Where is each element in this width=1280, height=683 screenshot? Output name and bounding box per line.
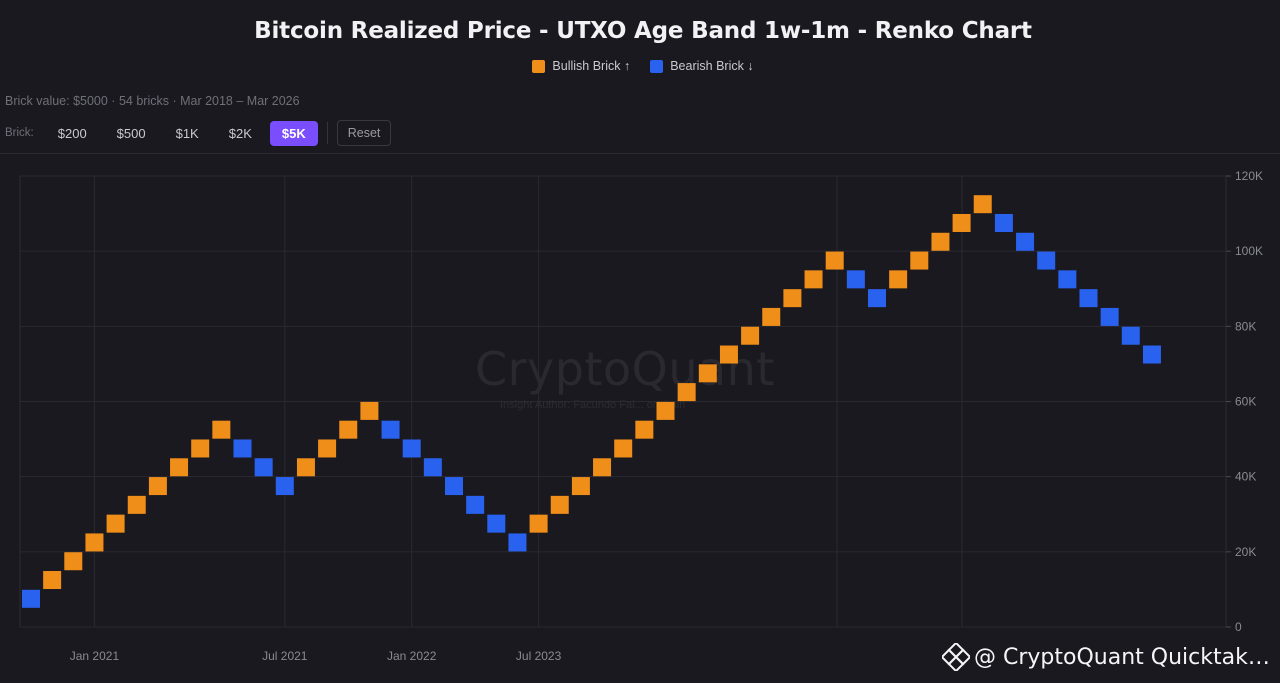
bearish-brick[interactable]: [994, 213, 1013, 232]
legend-bullish-label: Bullish Brick ↑: [552, 59, 631, 73]
chart-grid: [19, 175, 1227, 628]
bullish-brick[interactable]: [614, 439, 633, 458]
bearish-brick[interactable]: [1121, 326, 1140, 345]
x-tick-label: Jul 2023: [516, 649, 562, 663]
bearish-brick[interactable]: [423, 458, 442, 477]
bullish-brick[interactable]: [889, 270, 908, 289]
bullish-brick[interactable]: [952, 213, 971, 232]
chart-top-divider: [0, 153, 1280, 154]
brick-1k-button[interactable]: $1K: [164, 121, 211, 146]
bullish-brick[interactable]: [698, 364, 717, 383]
bearish-brick[interactable]: [466, 495, 485, 514]
bearish-brick[interactable]: [487, 514, 506, 533]
bearish-brick[interactable]: [445, 477, 463, 496]
bullish-brick[interactable]: [296, 458, 315, 477]
y-tick-label: 80K: [1235, 319, 1256, 333]
y-tick-label: 60K: [1235, 395, 1256, 409]
bullish-brick[interactable]: [191, 439, 210, 458]
bullish-brick[interactable]: [931, 232, 950, 251]
y-tick-label: 120K: [1235, 169, 1263, 183]
bullish-brick[interactable]: [64, 552, 83, 571]
bullish-brick[interactable]: [339, 420, 358, 439]
bearish-brick[interactable]: [846, 270, 865, 289]
legend-bearish[interactable]: Bearish Brick ↓: [650, 59, 754, 73]
y-axis: 0 20K 40K 60K 80K 100K 120K: [1226, 169, 1263, 634]
bullish-brick[interactable]: [593, 458, 612, 477]
bullish-brick[interactable]: [783, 289, 802, 308]
bullish-brick[interactable]: [825, 251, 844, 270]
x-axis: Jan 2021 Jul 2021 Jan 2022 Jul 2023: [70, 649, 562, 663]
bullish-brick[interactable]: [677, 383, 696, 402]
bearish-brick[interactable]: [1058, 270, 1077, 289]
bearish-brick[interactable]: [381, 420, 400, 439]
bullish-brick[interactable]: [318, 439, 337, 458]
bearish-brick[interactable]: [22, 589, 40, 608]
bullish-brick[interactable]: [127, 495, 146, 514]
footer-attribution: @ CryptoQuant Quicktak…: [942, 643, 1276, 671]
bullish-brick[interactable]: [360, 401, 379, 420]
bearish-brick[interactable]: [1079, 289, 1098, 308]
bearish-brick[interactable]: [1142, 345, 1161, 364]
brick-2k-button[interactable]: $2K: [217, 121, 264, 146]
bullish-brick[interactable]: [656, 401, 675, 420]
chart-title: Bitcoin Realized Price - UTXO Age Band 1…: [254, 18, 1032, 44]
bullish-brick[interactable]: [212, 420, 231, 439]
controls-divider: [326, 122, 328, 144]
chart-legend: Bullish Brick ↑ Bearish Brick ↓: [0, 59, 1280, 73]
y-tick-label: 100K: [1235, 244, 1263, 258]
bearish-brick[interactable]: [1037, 251, 1056, 270]
cryptoquant-logo-icon: [942, 643, 970, 671]
bullish-brick[interactable]: [529, 514, 548, 533]
chart-bricks: [22, 195, 1161, 608]
bearish-brick[interactable]: [1100, 307, 1119, 326]
legend-bearish-label: Bearish Brick ↓: [670, 59, 754, 73]
y-tick-label: 0: [1235, 620, 1242, 634]
bullish-brick[interactable]: [43, 571, 62, 590]
bullish-brick[interactable]: [85, 533, 104, 552]
bearish-brick[interactable]: [254, 458, 273, 477]
bullish-brick[interactable]: [148, 477, 167, 496]
bullish-brick[interactable]: [571, 477, 590, 496]
y-tick-label: 40K: [1235, 470, 1256, 484]
y-tick-label: 20K: [1235, 545, 1256, 559]
bearish-brick[interactable]: [868, 289, 886, 308]
bullish-brick[interactable]: [550, 495, 569, 514]
brick-5k-button[interactable]: $5K: [269, 120, 318, 146]
bullish-brick[interactable]: [741, 326, 760, 345]
brick-controls: Brick: $200 $500 $1K $2K $5K Reset: [5, 120, 392, 146]
brick-info: Brick value: $5000 · 54 bricks · Mar 201…: [5, 94, 300, 108]
bullish-brick[interactable]: [635, 420, 654, 439]
bullish-brick[interactable]: [762, 307, 781, 326]
x-tick-label: Jul 2021: [262, 649, 308, 663]
bullish-brick[interactable]: [973, 195, 992, 214]
bullish-brick[interactable]: [106, 514, 125, 533]
bearish-brick[interactable]: [508, 533, 527, 552]
x-tick-label: Jan 2022: [387, 649, 437, 663]
legend-bearish-swatch: [650, 59, 664, 73]
brick-label: Brick:: [5, 127, 34, 139]
legend-bullish-swatch: [532, 59, 546, 73]
bearish-brick[interactable]: [275, 477, 294, 496]
bearish-brick[interactable]: [1016, 232, 1035, 251]
bullish-brick[interactable]: [170, 458, 189, 477]
bullish-brick[interactable]: [910, 251, 929, 270]
bullish-brick[interactable]: [804, 270, 823, 289]
legend-bullish[interactable]: Bullish Brick ↑: [532, 59, 630, 73]
bearish-brick[interactable]: [233, 439, 252, 458]
bearish-brick[interactable]: [402, 439, 421, 458]
x-tick-label: Jan 2021: [70, 649, 120, 663]
reset-button[interactable]: Reset: [336, 120, 392, 146]
brick-200-button[interactable]: $200: [46, 121, 99, 146]
footer-text: @ CryptoQuant Quicktak…: [974, 644, 1270, 670]
brick-500-button[interactable]: $500: [105, 121, 158, 146]
bullish-brick[interactable]: [719, 345, 738, 364]
